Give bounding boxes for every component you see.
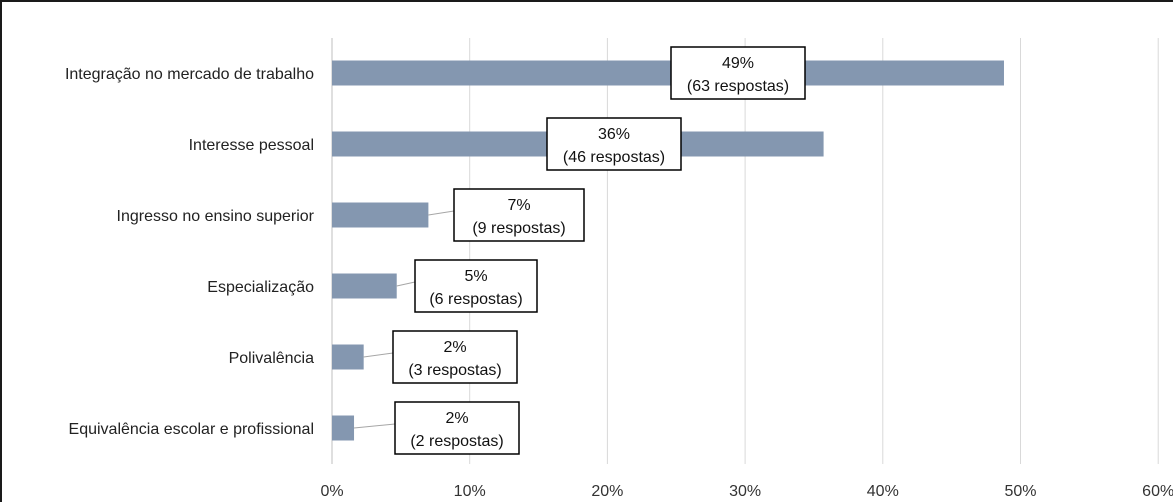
data-label-box xyxy=(394,401,520,455)
category-label: Integração no mercado de trabalho xyxy=(65,66,314,83)
data-label-percent: 49% xyxy=(722,55,754,72)
x-tick-label: 20% xyxy=(591,483,623,500)
data-label-box xyxy=(670,46,806,100)
data-label-box xyxy=(414,259,538,313)
data-label-responses: (6 respostas) xyxy=(429,291,522,308)
data-label-responses: (3 respostas) xyxy=(408,362,501,379)
leader-line xyxy=(428,210,455,216)
data-label-responses: (46 respostas) xyxy=(563,149,665,166)
data-label-responses: (63 respostas) xyxy=(687,78,789,95)
data-label-box xyxy=(453,188,585,242)
category-label: Ingresso no ensino superior xyxy=(117,208,315,225)
leader-line xyxy=(363,352,394,358)
bar xyxy=(332,344,364,370)
data-label-responses: (9 respostas) xyxy=(472,220,565,237)
bar xyxy=(332,60,1004,86)
leader-line xyxy=(353,423,396,429)
data-label-percent: 7% xyxy=(507,197,530,214)
data-label-percent: 2% xyxy=(445,410,468,427)
x-tick-label: 0% xyxy=(320,483,343,500)
x-tick-label: 50% xyxy=(1004,483,1036,500)
category-label: Especialização xyxy=(207,279,314,296)
category-label: Interesse pessoal xyxy=(189,137,314,154)
data-label-box xyxy=(392,330,518,384)
leader-line xyxy=(396,281,416,287)
x-tick-label: 40% xyxy=(867,483,899,500)
data-label-box xyxy=(546,117,682,171)
bar xyxy=(332,202,429,228)
data-label-responses: (2 respostas) xyxy=(410,433,503,450)
x-tick-label: 30% xyxy=(729,483,761,500)
data-label-percent: 5% xyxy=(464,268,487,285)
x-tick-label: 60% xyxy=(1142,483,1173,500)
data-label-percent: 2% xyxy=(443,339,466,356)
data-label-percent: 36% xyxy=(598,126,630,143)
bar xyxy=(332,415,355,441)
category-label: Polivalência xyxy=(229,350,314,367)
x-tick-label: 10% xyxy=(454,483,486,500)
category-label: Equivalência escolar e profissional xyxy=(69,421,314,438)
bar xyxy=(332,273,397,299)
